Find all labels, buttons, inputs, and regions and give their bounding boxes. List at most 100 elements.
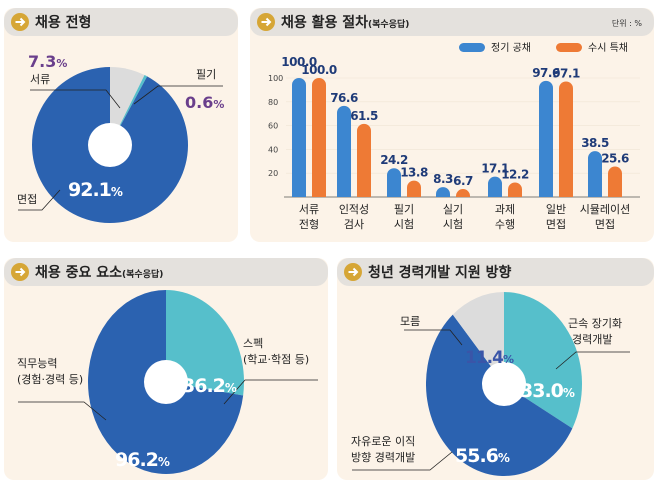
- slice-label-spec: 스펙: [243, 337, 263, 350]
- x-category-label: 검사: [344, 218, 364, 231]
- bar-value-label: 76.6: [330, 91, 358, 105]
- bar: [337, 105, 351, 197]
- panel-important-factors: 채용 중요 요소(복수응답) 스펙 (학교·학점 등) 36.2% 직무능력 (…: [4, 258, 328, 480]
- slice-label-job-change: 자유로운 이직: [351, 435, 415, 448]
- slice-value-competency: 96.2%: [115, 449, 170, 471]
- panel-header: [250, 8, 654, 36]
- bar: [436, 187, 450, 197]
- panel-header: [4, 8, 238, 36]
- pie-slice: [166, 290, 244, 396]
- bar: [387, 168, 401, 197]
- bar: [312, 78, 326, 197]
- arrow-glyph: [261, 17, 272, 27]
- bar: [559, 81, 573, 197]
- x-category-label: 실기: [443, 203, 463, 216]
- panel-title: 채용 전형: [35, 14, 91, 31]
- bar-value-label: 97.6: [532, 66, 560, 80]
- slice-label-written: 필기: [196, 68, 216, 81]
- bar-value-label: 17.1: [481, 162, 509, 176]
- pie-chart: [426, 292, 582, 476]
- y-tick-label: 20: [268, 169, 278, 178]
- arrow-glyph: [15, 267, 26, 277]
- x-category-label: 필기: [394, 203, 414, 216]
- leader-line: [404, 329, 463, 346]
- leader-line: [133, 85, 223, 105]
- bar-value-label: 8.3: [433, 172, 453, 186]
- slice-label-spec-detail: (학교·학점 등): [243, 353, 309, 366]
- pie-slice: [504, 292, 582, 429]
- donut-hole: [144, 360, 188, 404]
- slice-label-long-tenure: 근속 장기화: [568, 317, 622, 330]
- x-category-label: 서류: [299, 203, 319, 216]
- bar: [508, 182, 523, 197]
- slice-value-job-change: 55.6%: [455, 445, 510, 467]
- donut-hole: [482, 362, 526, 406]
- panel-recruitment-procedure: 채용 활용 절차(복수응답) 단위 : % 정기 공채 수시 특채 20 40 60…: [250, 8, 654, 242]
- y-tick-label: 100: [268, 74, 283, 83]
- x-category-label: 인적성: [339, 203, 369, 216]
- x-category-label: 면접: [595, 218, 615, 231]
- bar-value-label: 100.0: [281, 55, 317, 69]
- legend-label-regular: 정기 공채: [491, 42, 531, 54]
- leader-line: [18, 401, 107, 421]
- slice-value-written: 0.6%: [185, 93, 224, 112]
- legend-swatch-occasional: [556, 43, 582, 52]
- bar: [357, 123, 371, 197]
- bar-value-label: 97.1: [552, 66, 580, 80]
- x-category-label: 시뮬레이션: [580, 203, 631, 216]
- panel-recruitment-type: 채용 전형 7.3% 서류 필기 0.6% 92.1% 면접: [4, 8, 238, 242]
- slice-label-job-change-detail: 방향 경력개발: [351, 451, 415, 464]
- bar-value-label: 24.2: [380, 153, 408, 167]
- panel-title: 채용 중요 요소(복수응답): [35, 265, 163, 281]
- bar-value-label: 12.2: [501, 167, 529, 181]
- legend: 정기 공채 수시 특채: [459, 42, 628, 54]
- bar-value-label: 100.0: [301, 63, 337, 77]
- bar: [292, 78, 306, 197]
- slice-label-long-tenure-detail: 경력개발: [572, 333, 612, 346]
- pie-slice: [452, 292, 504, 384]
- x-category-label: 전형: [299, 218, 319, 231]
- bar: [407, 180, 421, 197]
- slice-value-interview: 92.1%: [68, 179, 123, 201]
- panel-header: [337, 258, 654, 286]
- panel-title: 채용 활용 절차(복수응답): [281, 14, 409, 31]
- slice-value-spec: 36.2%: [182, 375, 237, 397]
- legend-swatch-regular: [459, 43, 485, 52]
- x-category-label: 일반: [546, 202, 566, 216]
- x-category-label: 시험: [394, 218, 414, 231]
- slice-value-unknown: 11.4%: [465, 348, 514, 368]
- x-category-label: 면접: [546, 218, 566, 231]
- bar: [608, 166, 622, 197]
- bar: [456, 189, 470, 197]
- bar: [588, 151, 602, 197]
- panel-header: [4, 258, 328, 286]
- legend-label-occasional: 수시 특채: [588, 42, 628, 54]
- panel-career-development: 청년 경력개발 지원 방향 근속 장기화 경력개발 33.0% 자유로운 이직 …: [337, 258, 654, 480]
- pie-chart: [88, 290, 244, 474]
- donut-hole: [88, 123, 132, 167]
- leader-line: [223, 379, 318, 405]
- slice-label-document: 서류: [30, 73, 50, 86]
- leader-line: [30, 89, 121, 109]
- slice-label-interview: 면접: [17, 193, 37, 206]
- x-category-label: 시험: [443, 218, 463, 231]
- y-tick-label: 60: [268, 122, 278, 131]
- leader-line: [18, 189, 61, 211]
- bar-value-label: 61.5: [350, 109, 378, 123]
- panel-title: 청년 경력개발 지원 방향: [368, 264, 512, 281]
- leader-line: [352, 451, 453, 471]
- arrow-glyph: [15, 17, 26, 27]
- slice-label-competency-detail: (경험·경력 등): [17, 373, 83, 386]
- unit-label: 단위 : %: [612, 18, 643, 28]
- slice-value-document: 7.3%: [28, 52, 67, 71]
- x-category-label: 수행: [495, 218, 515, 231]
- bar-value-label: 38.5: [581, 136, 609, 150]
- bar: [539, 80, 553, 197]
- leader-line: [555, 351, 630, 370]
- slice-value-long-tenure: 33.0%: [520, 380, 575, 402]
- slice-label-unknown: 모름: [400, 315, 420, 328]
- bar: [488, 176, 502, 197]
- x-category-label: 과제: [495, 203, 515, 216]
